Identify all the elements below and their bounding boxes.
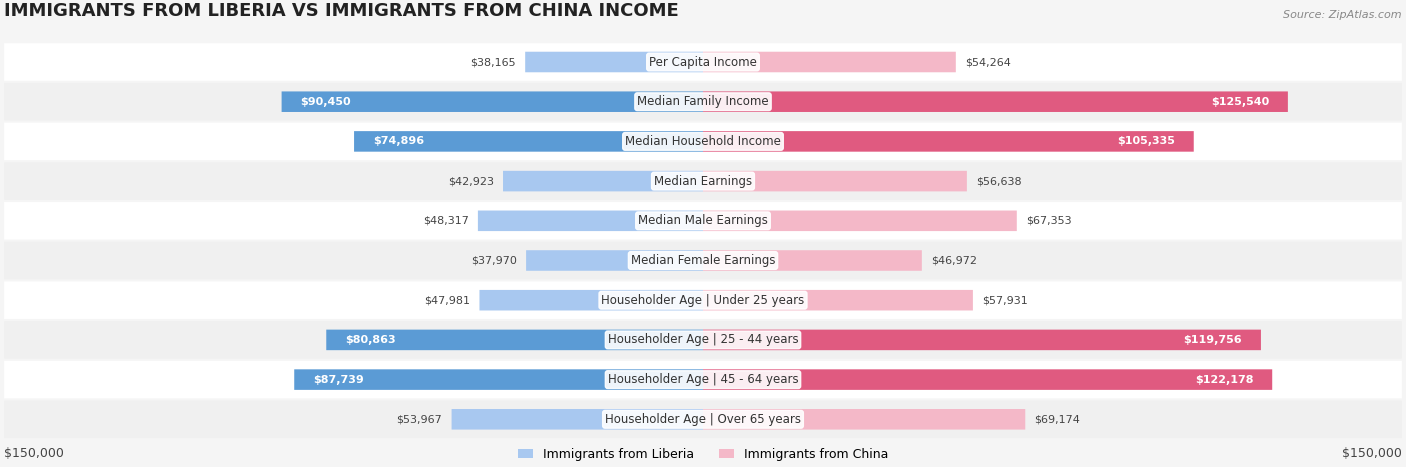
- FancyBboxPatch shape: [703, 290, 973, 311]
- FancyBboxPatch shape: [451, 409, 703, 430]
- Text: $150,000: $150,000: [4, 447, 65, 460]
- FancyBboxPatch shape: [281, 92, 703, 112]
- FancyBboxPatch shape: [4, 361, 1402, 398]
- Text: Median Family Income: Median Family Income: [637, 95, 769, 108]
- FancyBboxPatch shape: [526, 250, 703, 271]
- FancyBboxPatch shape: [4, 43, 1402, 81]
- Text: $150,000: $150,000: [1341, 447, 1402, 460]
- Text: $119,756: $119,756: [1184, 335, 1243, 345]
- FancyBboxPatch shape: [703, 92, 1288, 112]
- FancyBboxPatch shape: [703, 171, 967, 191]
- FancyBboxPatch shape: [4, 242, 1402, 279]
- Text: $57,931: $57,931: [983, 295, 1028, 305]
- Text: Householder Age | Under 25 years: Householder Age | Under 25 years: [602, 294, 804, 307]
- Text: Source: ZipAtlas.com: Source: ZipAtlas.com: [1284, 10, 1402, 20]
- FancyBboxPatch shape: [703, 52, 956, 72]
- Legend: Immigrants from Liberia, Immigrants from China: Immigrants from Liberia, Immigrants from…: [513, 443, 893, 466]
- FancyBboxPatch shape: [4, 282, 1402, 319]
- Text: Median Female Earnings: Median Female Earnings: [631, 254, 775, 267]
- FancyBboxPatch shape: [503, 171, 703, 191]
- Text: $90,450: $90,450: [301, 97, 352, 106]
- Text: Householder Age | 45 - 64 years: Householder Age | 45 - 64 years: [607, 373, 799, 386]
- Text: $67,353: $67,353: [1026, 216, 1071, 226]
- Text: Median Male Earnings: Median Male Earnings: [638, 214, 768, 227]
- FancyBboxPatch shape: [4, 163, 1402, 200]
- FancyBboxPatch shape: [294, 369, 703, 390]
- FancyBboxPatch shape: [4, 83, 1402, 120]
- Text: Householder Age | 25 - 44 years: Householder Age | 25 - 44 years: [607, 333, 799, 347]
- FancyBboxPatch shape: [526, 52, 703, 72]
- FancyBboxPatch shape: [703, 330, 1261, 350]
- FancyBboxPatch shape: [703, 369, 1272, 390]
- Text: Median Earnings: Median Earnings: [654, 175, 752, 188]
- Text: $74,896: $74,896: [373, 136, 423, 146]
- Text: $53,967: $53,967: [396, 414, 443, 425]
- Text: $47,981: $47,981: [425, 295, 470, 305]
- Text: $87,739: $87,739: [314, 375, 364, 385]
- FancyBboxPatch shape: [703, 211, 1017, 231]
- Text: $38,165: $38,165: [470, 57, 516, 67]
- FancyBboxPatch shape: [354, 131, 703, 152]
- FancyBboxPatch shape: [479, 290, 703, 311]
- FancyBboxPatch shape: [703, 131, 1194, 152]
- Text: $122,178: $122,178: [1195, 375, 1254, 385]
- FancyBboxPatch shape: [703, 409, 1025, 430]
- Text: Median Household Income: Median Household Income: [626, 135, 780, 148]
- Text: $54,264: $54,264: [965, 57, 1011, 67]
- FancyBboxPatch shape: [703, 250, 922, 271]
- Text: $48,317: $48,317: [423, 216, 468, 226]
- FancyBboxPatch shape: [326, 330, 703, 350]
- FancyBboxPatch shape: [4, 123, 1402, 160]
- Text: $46,972: $46,972: [931, 255, 977, 266]
- Text: $42,923: $42,923: [447, 176, 494, 186]
- Text: $69,174: $69,174: [1035, 414, 1080, 425]
- Text: $56,638: $56,638: [976, 176, 1022, 186]
- Text: $37,970: $37,970: [471, 255, 517, 266]
- FancyBboxPatch shape: [4, 321, 1402, 359]
- FancyBboxPatch shape: [4, 202, 1402, 240]
- Text: $125,540: $125,540: [1211, 97, 1270, 106]
- Text: $105,335: $105,335: [1118, 136, 1175, 146]
- Text: Householder Age | Over 65 years: Householder Age | Over 65 years: [605, 413, 801, 426]
- FancyBboxPatch shape: [4, 401, 1402, 438]
- Text: Per Capita Income: Per Capita Income: [650, 56, 756, 69]
- Text: IMMIGRANTS FROM LIBERIA VS IMMIGRANTS FROM CHINA INCOME: IMMIGRANTS FROM LIBERIA VS IMMIGRANTS FR…: [4, 2, 679, 20]
- FancyBboxPatch shape: [478, 211, 703, 231]
- Text: $80,863: $80,863: [344, 335, 395, 345]
